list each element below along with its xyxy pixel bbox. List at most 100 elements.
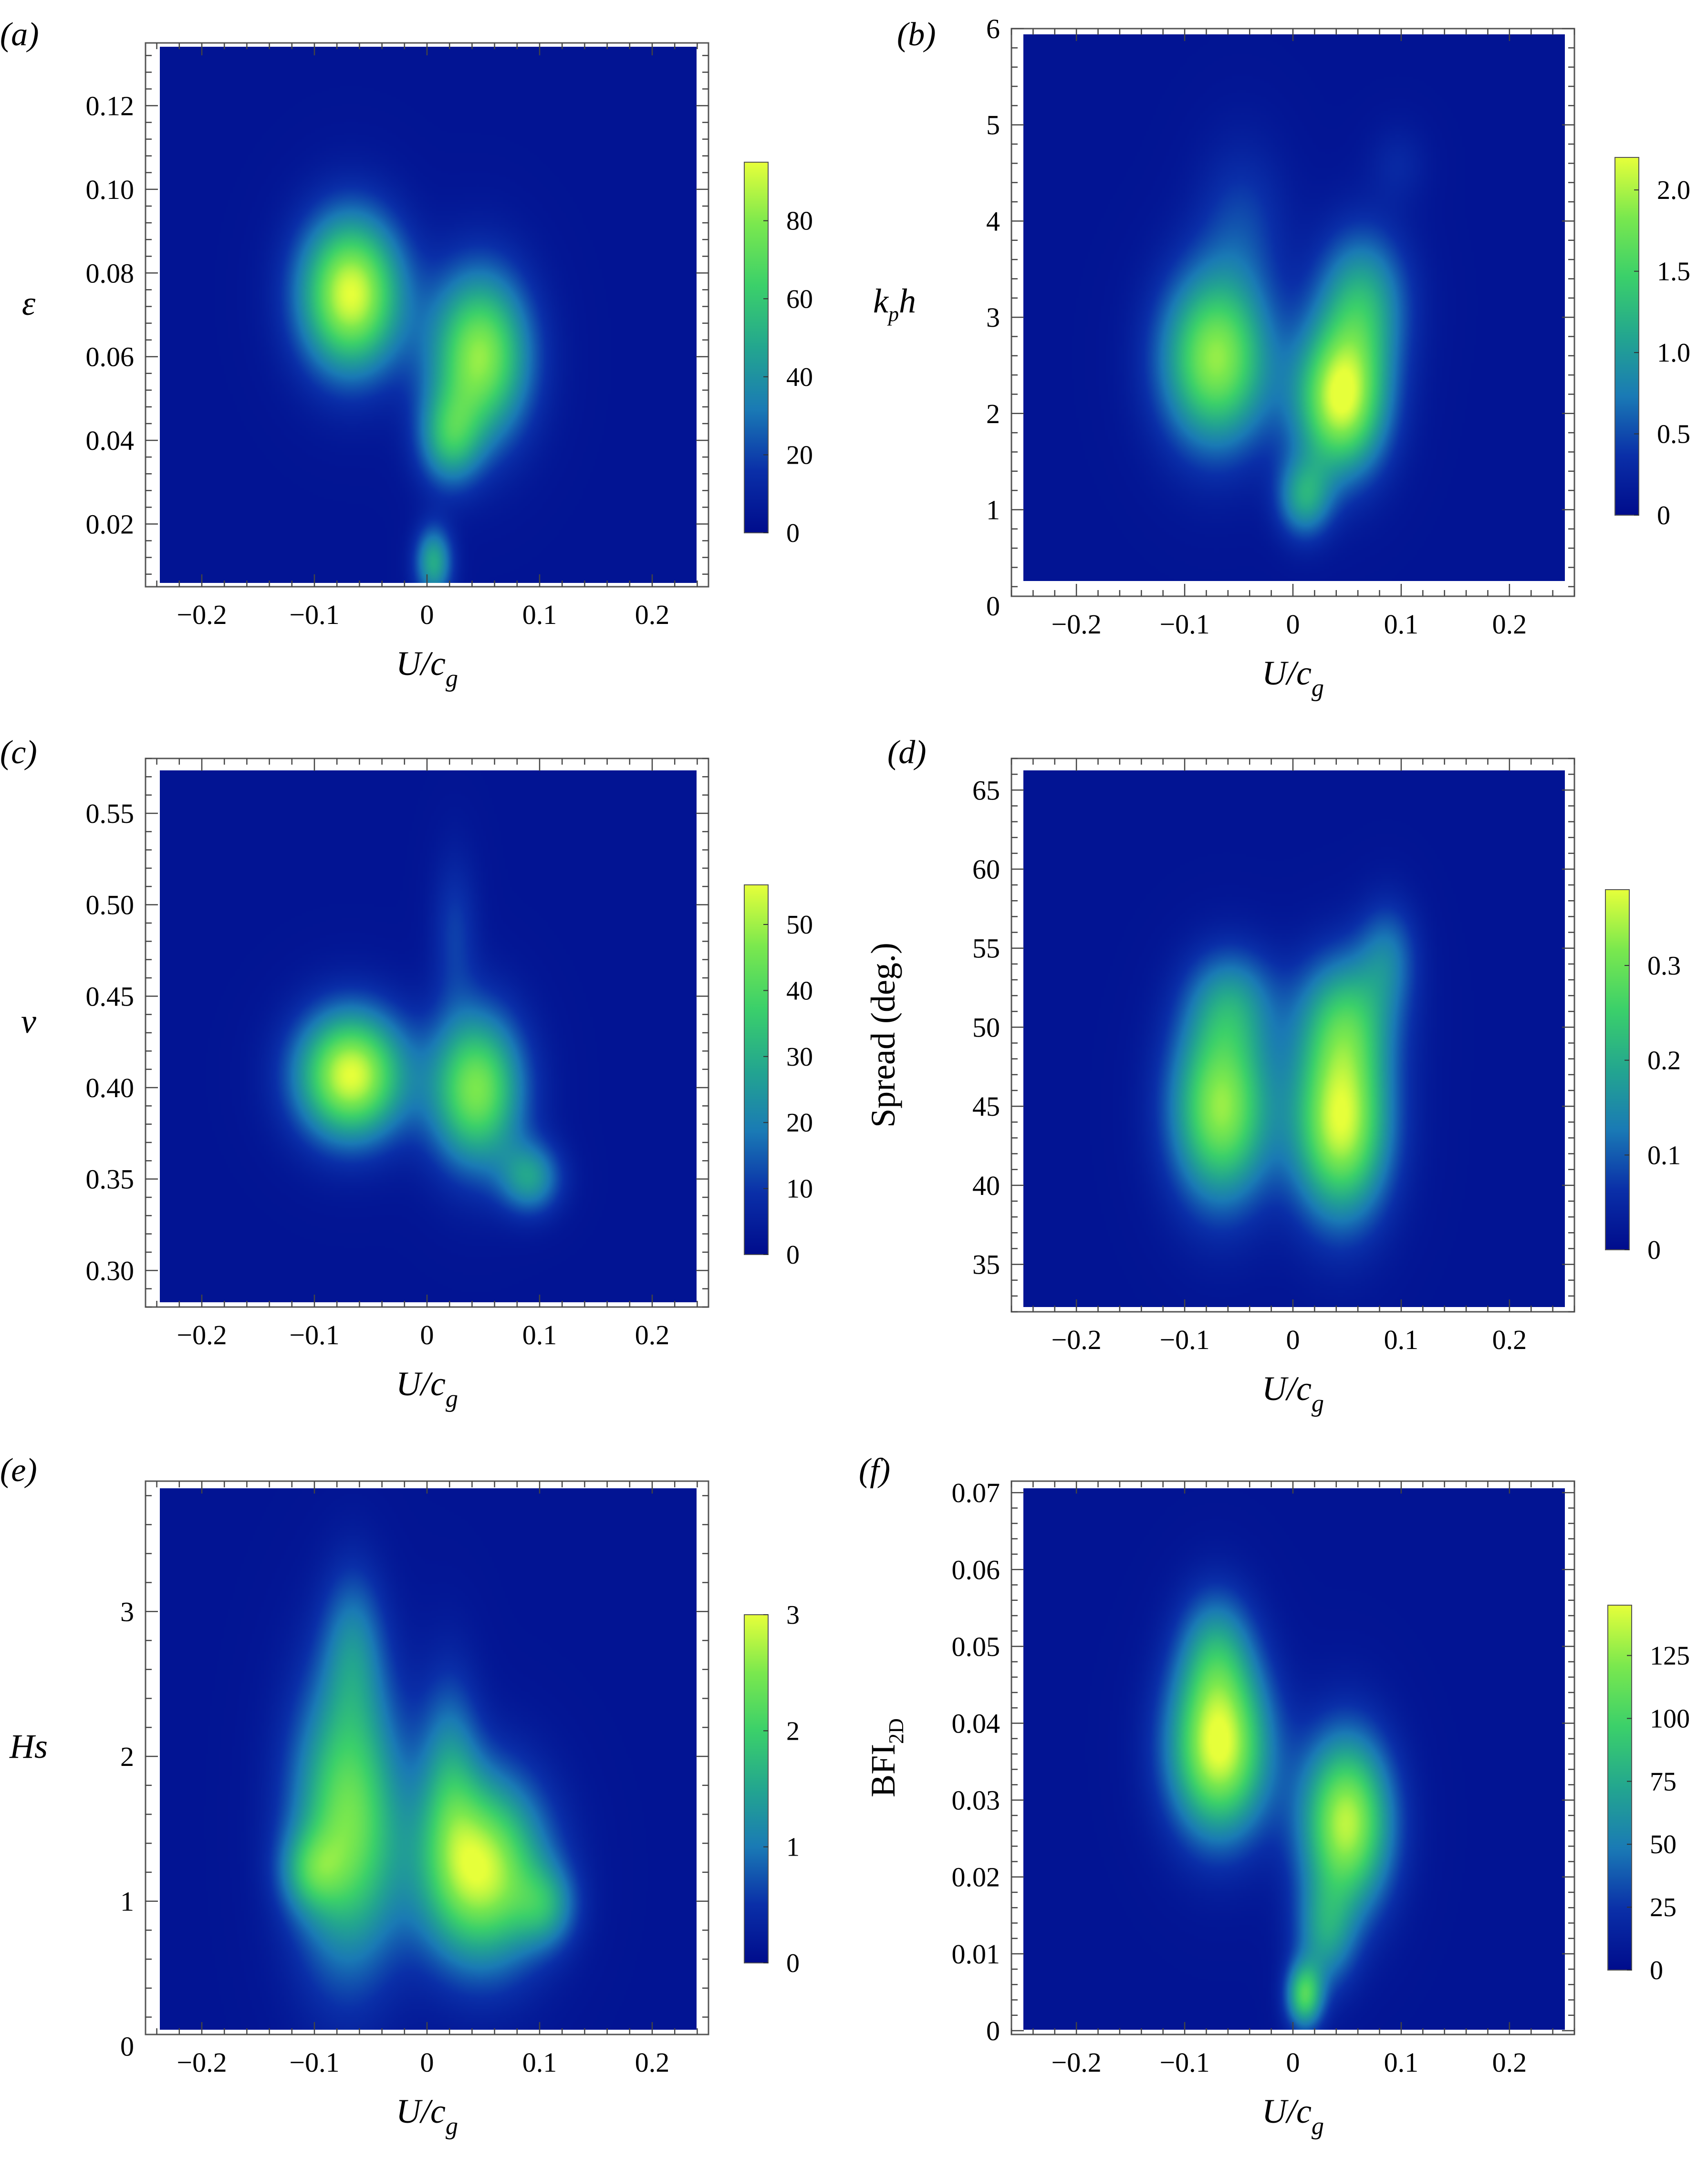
panel-letter: (b) (897, 16, 936, 53)
colorbar-tick-label: 2 (786, 1716, 800, 1746)
x-tick-label: −0.2 (1052, 2047, 1102, 2078)
colorbar-tick-label: 1 (786, 1833, 800, 1862)
colorbar-tick-label: 20 (786, 440, 813, 470)
heatmap-image (1023, 34, 1565, 581)
panel-e: −0.2 −0.1 0 0.1 0.2 0 1 2 3 U/cg Hs (e) 0 1 2 3 (0, 1452, 800, 2140)
x-axis-label: U/cg (1262, 654, 1324, 702)
colorbar-tick-label: 10 (786, 1174, 813, 1204)
x-tick-label: −0.2 (177, 2047, 227, 2078)
x-axis-label: U/cg (396, 1365, 458, 1412)
y-tick-label: 5 (986, 110, 1000, 141)
y-tick-label: 4 (986, 206, 1000, 237)
colorbar-tick-label: 0 (1647, 1235, 1661, 1265)
x-tick-label: 0.2 (635, 1319, 670, 1350)
panel-letter: (c) (0, 734, 37, 771)
y-tick-label: 0.04 (86, 425, 135, 456)
y-tick-label: 55 (972, 933, 1000, 964)
y-tick-label: 0.40 (86, 1072, 135, 1103)
y-tick-label: 0.01 (952, 1939, 1000, 1970)
y-axis-label: Spread (deg.) (864, 943, 902, 1128)
colorbar-tick-label: 0 (1650, 1956, 1663, 1985)
y-tick-label: 0.03 (952, 1785, 1000, 1816)
y-tick-label: 0.50 (86, 890, 135, 921)
axis-ticks (146, 43, 708, 587)
colorbar-gradient (1605, 889, 1630, 1250)
y-tick-label: 0.10 (86, 174, 135, 205)
colorbar-tick-label: 75 (1650, 1767, 1677, 1796)
colorbar-tick-label: 0 (786, 1949, 800, 1978)
y-tick-label: 0 (120, 2031, 134, 2062)
y-tick-label: 0 (986, 2015, 1000, 2046)
colorbar-gradient (744, 1614, 769, 1963)
x-tick-label: 0.1 (1384, 609, 1419, 640)
panel-letter: (e) (0, 1452, 37, 1489)
colorbar-tick-label: 40 (786, 976, 813, 1006)
colorbar-tick-label: 3 (786, 1600, 800, 1630)
colorbar: 0 0.5 1.0 1.5 2.0 (1614, 157, 1690, 530)
colorbar-tick-label: 30 (786, 1042, 813, 1072)
colorbar: 0 0.1 0.2 0.3 (1605, 889, 1681, 1265)
axis-ticks (146, 1481, 708, 2034)
y-tick-label: 0.06 (952, 1554, 1000, 1585)
colorbar-gradient (744, 884, 769, 1255)
colorbar-tick-label: 20 (786, 1108, 813, 1138)
axis-ticks (1010, 28, 1575, 596)
x-tick-label: 0 (420, 2047, 434, 2078)
x-tick-label: −0.1 (1159, 1324, 1209, 1355)
colorbar-tick-label: 0 (1657, 501, 1670, 530)
y-axis-label: ε (22, 284, 36, 322)
colorbar-tick-label: 2.0 (1657, 176, 1690, 205)
x-tick-label: −0.2 (177, 1319, 227, 1350)
y-tick-label: 50 (972, 1012, 1000, 1043)
colorbar-tick-label: 25 (1650, 1893, 1677, 1922)
y-tick-label: 45 (972, 1091, 1000, 1122)
x-tick-label: −0.2 (1052, 1324, 1102, 1355)
y-tick-label: 3 (120, 1596, 134, 1627)
y-tick-label: 60 (972, 854, 1000, 885)
panel-letter: (f) (859, 1452, 890, 1489)
axis-ticks (146, 758, 708, 1308)
panel-d: −0.2 −0.1 0 0.1 0.2 35 40 45 50 55 60 65 U/cg Spread … (864, 734, 1681, 1417)
x-tick-label: 0.1 (522, 1319, 557, 1350)
y-axis-label: BFI2D (864, 1718, 908, 1797)
x-tick-label: 0.2 (1492, 1324, 1527, 1355)
x-tick-label: −0.1 (1159, 609, 1209, 640)
x-tick-label: 0 (420, 599, 434, 630)
x-tick-label: 0.2 (635, 599, 670, 630)
panel-a: −0.2 −0.1 0 0.1 0.2 0.02 0.04 0.06 0.08 0.10 0.12 U… (0, 16, 813, 692)
y-tick-label: 0.08 (86, 258, 135, 289)
heatmap-image (1023, 1488, 1565, 2030)
x-tick-label: 0.1 (1384, 1324, 1419, 1355)
x-axis-label: U/cg (1262, 2092, 1324, 2140)
colorbar-tick-label: 125 (1650, 1641, 1690, 1671)
x-tick-label: 0.1 (1384, 2047, 1419, 2078)
colorbar-tick-label: 60 (786, 284, 813, 314)
panel-c: −0.2 −0.1 0 0.1 0.2 0.30 0.35 0.40 0.45 0.50 0.55 U… (0, 734, 813, 1412)
colorbar-gradient (744, 162, 769, 533)
colorbar-tick-label: 50 (1650, 1830, 1677, 1859)
y-tick-label: 0.07 (952, 1477, 1000, 1508)
colorbar-tick-label: 0.3 (1647, 951, 1681, 981)
x-tick-label: 0 (1286, 609, 1300, 640)
x-tick-label: −0.1 (289, 1319, 339, 1350)
y-tick-label: 0 (986, 591, 1000, 622)
x-tick-label: 0 (420, 1319, 434, 1350)
colorbar-tick-label: 1.5 (1657, 257, 1690, 287)
y-tick-label: 0.05 (952, 1631, 1000, 1662)
x-axis-label: U/cg (396, 644, 458, 692)
y-tick-label: 3 (986, 302, 1000, 333)
x-tick-label: −0.2 (1052, 609, 1102, 640)
y-tick-label: 40 (972, 1170, 1000, 1201)
y-tick-label: 65 (972, 775, 1000, 806)
x-axis-label: U/cg (1262, 1370, 1324, 1417)
heatmap-image (160, 770, 697, 1302)
axis-ticks (1010, 758, 1575, 1313)
y-tick-label: 35 (972, 1249, 1000, 1280)
y-tick-label: 1 (120, 1886, 134, 1917)
heatmap-image (1023, 770, 1565, 1307)
colorbar: 0 25 50 75 100 125 (1607, 1605, 1690, 1985)
heatmap-image (160, 47, 697, 583)
colorbar-tick-label: 0.5 (1657, 420, 1690, 449)
y-tick-label: 0.04 (952, 1708, 1000, 1739)
